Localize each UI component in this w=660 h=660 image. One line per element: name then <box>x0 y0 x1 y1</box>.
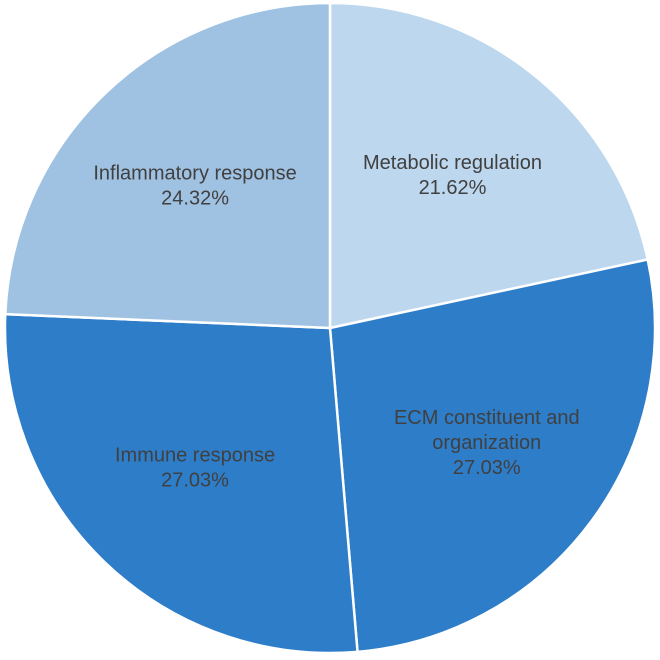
slice-category-label: organization <box>432 432 541 454</box>
slice-label-immune-response: Immune response 27.03% <box>115 445 275 492</box>
slice-category-label: Immune response <box>115 445 275 467</box>
slice-value-label: 27.03% <box>161 470 229 492</box>
pie-labels: Metabolic regulation 21.62% ECM constituen… <box>93 152 579 491</box>
slice-category-label: Metabolic regulation <box>363 152 542 174</box>
pie-slice-ecm-constituent-and-organization <box>328 258 657 654</box>
slice-value-label: 21.62% <box>419 177 487 199</box>
slice-category-label: ECM constituent and <box>394 407 580 429</box>
slice-label-inflammatory-response: Inflammatory response 24.32% <box>93 163 296 210</box>
slice-label-ecm-constituent-and-organization: ECM constituent and organization 27.03% <box>394 407 580 479</box>
pie-slice-metabolic-regulation <box>328 1 650 330</box>
slice-category-label: Inflammatory response <box>93 163 296 185</box>
pie-slice-immune-response <box>3 312 359 655</box>
slice-value-label: 24.32% <box>161 188 229 210</box>
pie-slice-inflammatory-response <box>3 1 332 330</box>
slice-label-metabolic-regulation: Metabolic regulation 21.62% <box>363 152 542 199</box>
pie-slices <box>3 1 657 655</box>
slice-value-label: 27.03% <box>453 457 521 479</box>
